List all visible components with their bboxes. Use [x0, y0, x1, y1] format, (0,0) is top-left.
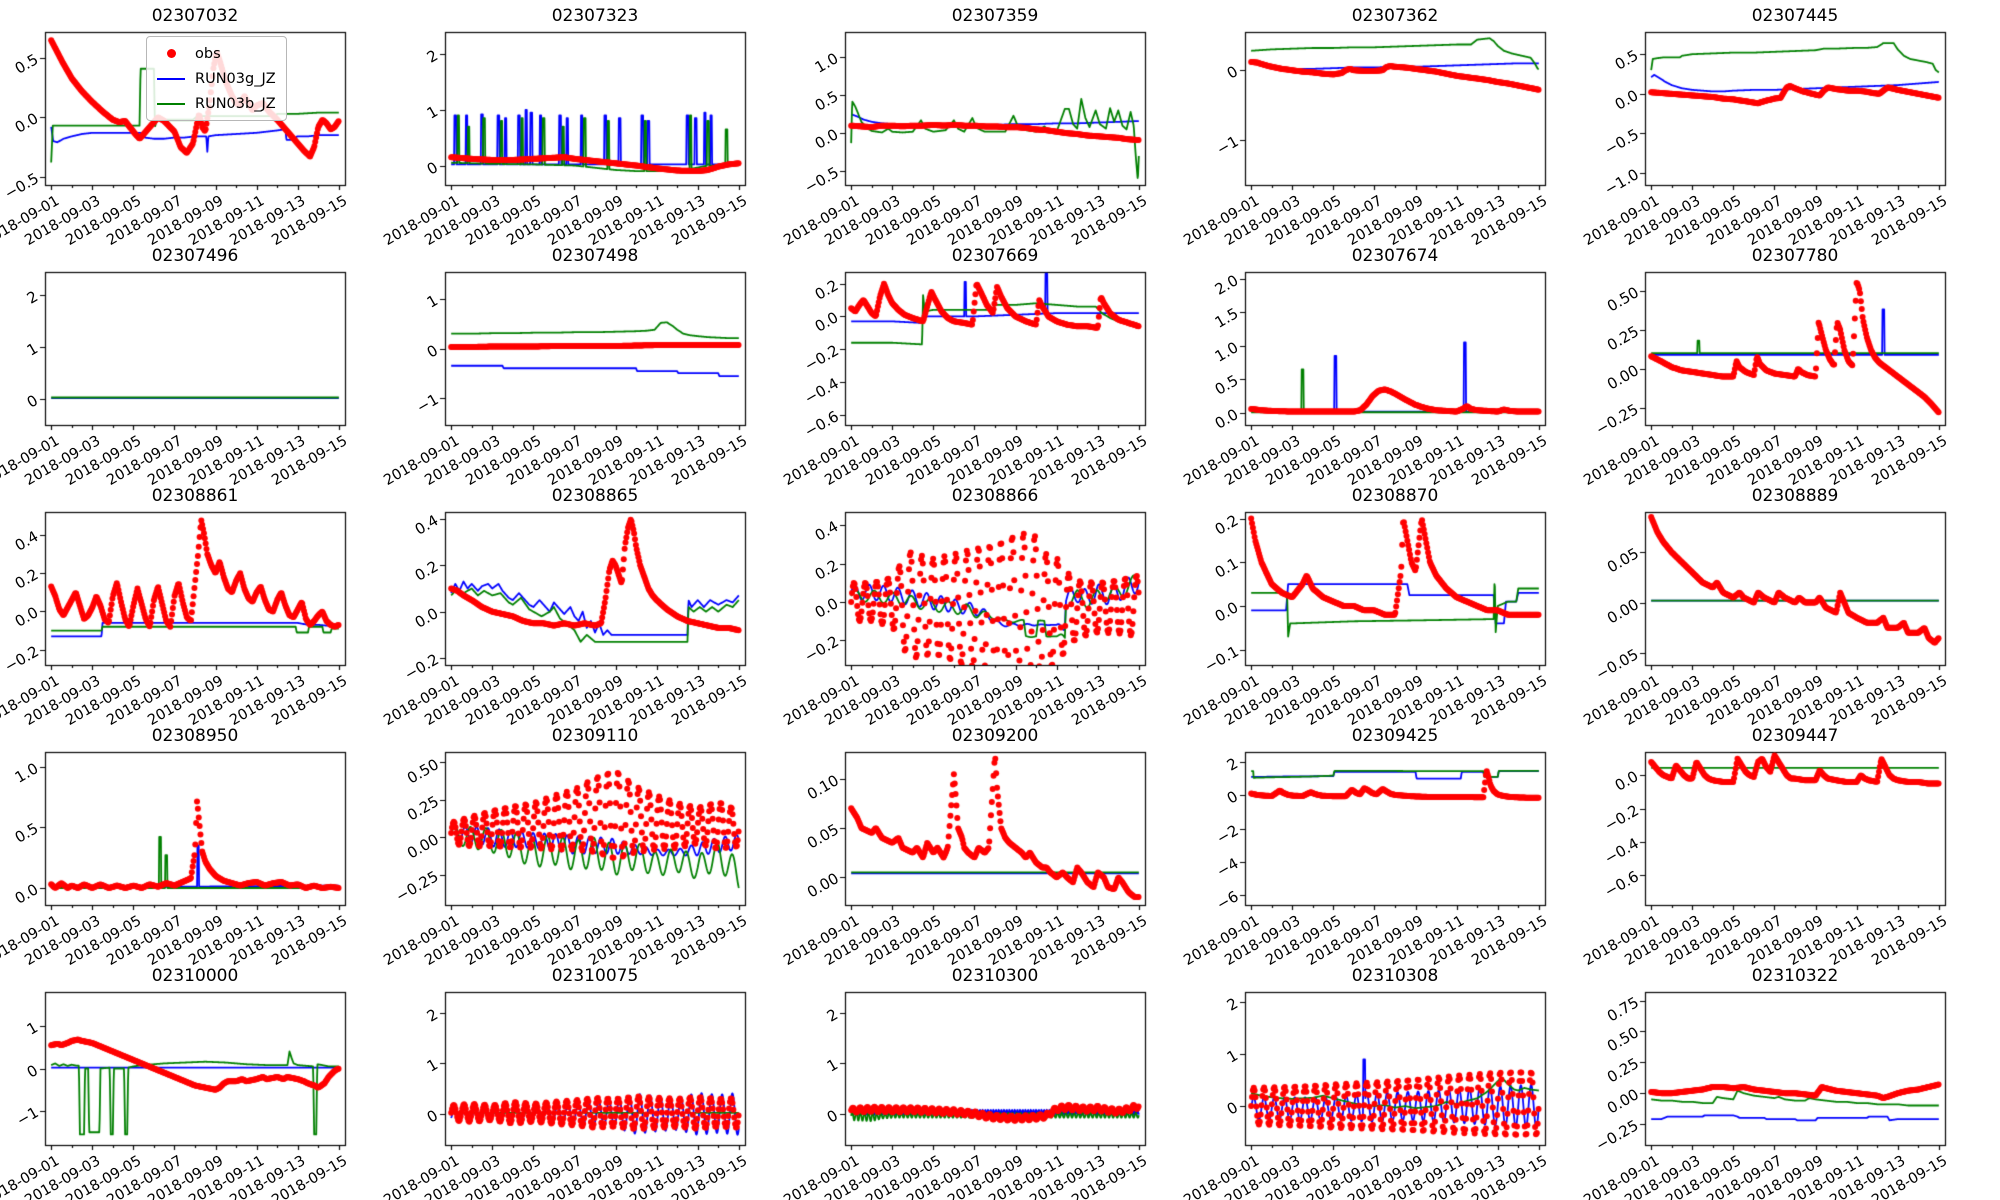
subplot-title: 02308861 — [151, 486, 239, 506]
plot-canvas — [0, 720, 400, 960]
plot-canvas — [400, 960, 800, 1200]
plot-canvas — [400, 480, 800, 720]
subplot-title: 02310000 — [151, 966, 239, 986]
subplot-cell: 02310075 2 1 0 2018-09-01 2018-09-03 2018-09-0… — [381, 960, 800, 1200]
subplot-title: 02307359 — [951, 6, 1039, 26]
plot-canvas — [1600, 480, 2000, 720]
subplot-title: 02307780 — [1751, 246, 1839, 266]
plot-canvas — [1600, 240, 2000, 480]
subplot-title: 02308950 — [151, 726, 239, 746]
plot-canvas — [800, 240, 1200, 480]
subplot-title: 02309447 — [1751, 726, 1839, 746]
subplot-cell: 02309200 0.10 0.05 0.00 2018-09-01 2018-09-03… — [781, 720, 1200, 969]
legend-entry: obs — [155, 41, 276, 66]
subplot-cell: 02310000 1 0 −1 2018-09-01 2018-09-03 2018-09-… — [0, 960, 400, 1200]
subplot-cell: 02307445 0.5 0.0 −0.5 −1.0 2018-09-01 2018-09-… — [1581, 0, 2000, 249]
subplot-title: 02307362 — [1351, 6, 1439, 26]
legend-marker-line — [155, 102, 187, 105]
plot-canvas — [800, 480, 1200, 720]
plot-canvas — [800, 720, 1200, 960]
plot-canvas — [0, 960, 400, 1200]
dot-icon — [166, 49, 176, 58]
subplot-title: 02308889 — [1751, 486, 1839, 506]
line-icon — [157, 102, 185, 105]
legend-entry: RUN03g_JZ — [155, 66, 276, 91]
subplot-cell: 02310308 2 1 0 2018-09-01 2018-09-03 2018-09-0… — [1181, 960, 1600, 1200]
plot-canvas — [1600, 960, 2000, 1200]
legend-label: RUN03b_JZ — [195, 95, 276, 112]
subplot-cell: 02308870 0.2 0.1 0.0 −0.1 2018-09-01 2018-09-0… — [1181, 480, 1600, 729]
line-icon — [157, 77, 185, 80]
plot-canvas — [0, 240, 400, 480]
subplot-cell: 02307032 0.5 0.0 −0.5 2018-09-01 2018-09-03 20… — [0, 0, 400, 249]
subplot-cell: 02310300 2 1 0 2018-09-01 2018-09-03 2018-09-0… — [781, 960, 1200, 1200]
plot-canvas — [1200, 0, 1600, 240]
subplot-title: 02310308 — [1351, 966, 1439, 986]
subplot-title: 02310300 — [951, 966, 1039, 986]
subplot-cell: 02307362 0 −1 2018-09-01 2018-09-03 2018-09-0… — [1181, 0, 1600, 249]
legend-label: RUN03g_JZ — [195, 70, 276, 87]
subplot-cell: 02307359 1.0 0.5 0.0 −0.5 2018-09-01 2018-09-0… — [781, 0, 1200, 249]
plot-canvas — [1600, 0, 2000, 240]
subplot-title: 02309425 — [1351, 726, 1439, 746]
subplot-title: 02310322 — [1751, 966, 1839, 986]
plot-canvas — [800, 0, 1200, 240]
subplot-cell: 02307498 1 0 −1 2018-09-01 2018-09-03 2018-09-… — [381, 240, 800, 489]
subplot-title: 02307496 — [151, 246, 239, 266]
subplot-cell: 02307674 2.0 1.5 1.0 0.5 0.0 2018-09-01 2018-09… — [1181, 240, 1600, 489]
subplot-title: 02307323 — [551, 6, 639, 26]
legend-label: obs — [195, 45, 221, 62]
plot-canvas — [0, 480, 400, 720]
plot-canvas — [1200, 960, 1600, 1200]
subplot-title: 02310075 — [551, 966, 639, 986]
subplot-title: 02308865 — [551, 486, 639, 506]
legend-entry: RUN03b_JZ — [155, 91, 276, 116]
subplot-cell: 02310322 0.75 0.50 0.25 0.00 −0.25 2018-09-01 2… — [1581, 960, 2000, 1200]
subplot-cell: 02308865 0.4 0.2 0.0 −0.2 2018-09-01 2018-09-0… — [381, 480, 800, 729]
subplot-title: 02307498 — [551, 246, 639, 266]
plot-canvas — [1600, 720, 2000, 960]
legend: obs RUN03g_JZ RUN03b_JZ — [146, 36, 287, 121]
subplot-cell: 02308861 0.4 0.2 0.0 −0.2 2018-09-01 2018-09-0… — [0, 480, 400, 729]
subplot-cell: 02309425 2 0 −2 −4 −6 2018-09-01 2018-09-03 2018… — [1181, 720, 1600, 969]
subplot-cell: 02309110 0.50 0.25 0.00 −0.25 2018-09-01 2018-… — [381, 720, 800, 969]
subplot-title: 02309110 — [551, 726, 639, 746]
subplot-cell: 02308950 1.0 0.5 0.0 2018-09-01 2018-09-03 201… — [0, 720, 400, 969]
legend-marker-line — [155, 77, 187, 80]
subplot-title: 02307674 — [1351, 246, 1439, 266]
subplot-cell: 02307496 2 1 0 2018-09-01 2018-09-03 2018-09-0… — [0, 240, 400, 489]
subplot-title: 02307669 — [951, 246, 1039, 266]
subplot-title: 02308870 — [1351, 486, 1439, 506]
subplot-cell: 02308866 0.4 0.2 0.0 −0.2 2018-09-01 2018-09-0… — [781, 480, 1200, 729]
plot-canvas — [800, 960, 1200, 1200]
legend-marker-dot — [155, 49, 187, 58]
subplot-title: 02307032 — [151, 6, 239, 26]
subplot-cell: 02307780 0.50 0.25 0.00 −0.25 2018-09-01 2018-… — [1581, 240, 2000, 489]
subplot-title: 02309200 — [951, 726, 1039, 746]
subplot-cell: 02308889 0.05 0.00 −0.05 2018-09-01 2018-09-0… — [1581, 480, 2000, 729]
subplot-cell: 02307669 0.2 0.0 −0.2 −0.4 −0.6 2018-09-01 2018… — [781, 240, 1200, 489]
subplot-cell: 02307323 2 1 0 2018-09-01 2018-09-03 2018-09-0… — [381, 0, 800, 249]
subplot-cell: 02309447 0.0 −0.2 −0.4 −0.6 2018-09-01 2018-09… — [1581, 720, 2000, 969]
plot-canvas — [400, 240, 800, 480]
plot-canvas — [1200, 720, 1600, 960]
plot-canvas — [1200, 480, 1600, 720]
plot-canvas — [400, 720, 800, 960]
plot-canvas — [1200, 240, 1600, 480]
subplot-title: 02307445 — [1751, 6, 1839, 26]
subplot-title: 02308866 — [951, 486, 1039, 506]
plot-canvas — [400, 0, 800, 240]
